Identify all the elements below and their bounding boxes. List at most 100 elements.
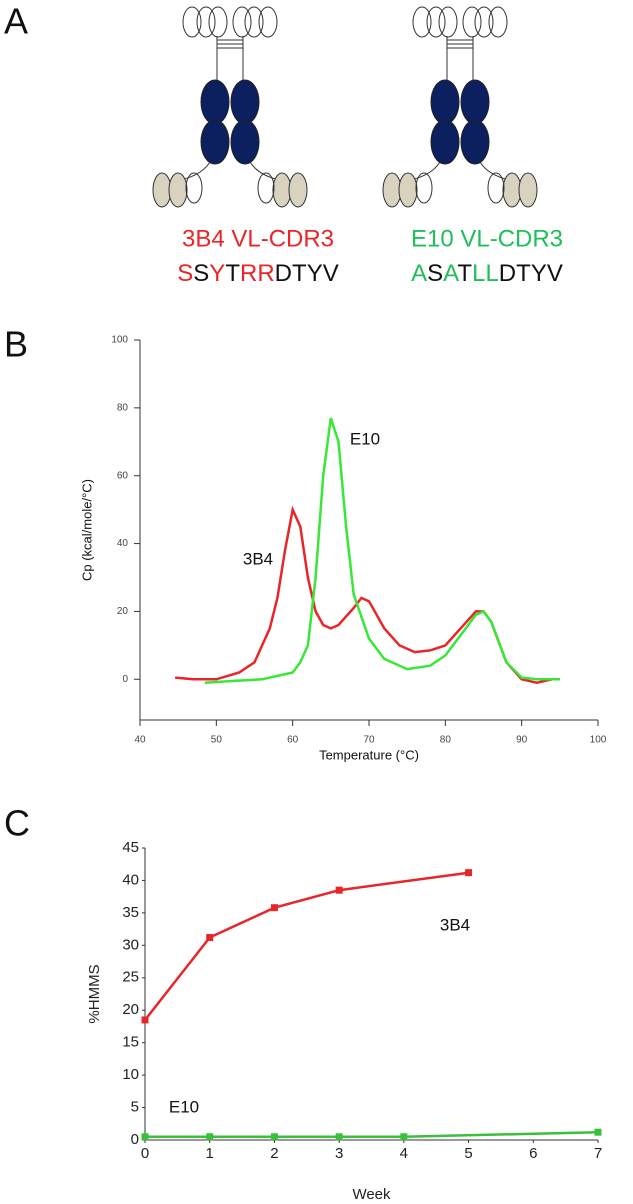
x-tick-label: 2 — [270, 1145, 278, 1162]
loop — [244, 6, 264, 38]
residue: A — [411, 260, 427, 287]
panel-label: C — [4, 803, 30, 844]
panel-label: B — [4, 324, 28, 365]
y-tick-label: 0 — [131, 1131, 139, 1148]
y-tick-label: 15 — [122, 1034, 139, 1051]
y-tick-label: 100 — [111, 335, 128, 346]
x-tick-label: 3 — [335, 1145, 343, 1162]
x-tick-label: 7 — [594, 1145, 602, 1162]
marker — [335, 886, 343, 894]
marker — [141, 1016, 149, 1024]
x-tick-label: 100 — [590, 735, 607, 746]
residue: Y — [307, 260, 323, 287]
residue: L — [485, 260, 498, 287]
x-tick-label: 40 — [134, 735, 146, 746]
residue: R — [257, 260, 274, 287]
y-tick-label: 20 — [122, 1001, 139, 1018]
loop — [185, 172, 203, 204]
x-tick-label: 6 — [529, 1145, 537, 1162]
x-tick-label: 60 — [287, 735, 299, 746]
residue: Y — [209, 260, 225, 287]
loop — [258, 6, 278, 38]
residue: S — [427, 260, 443, 287]
residue: T — [516, 260, 531, 287]
loop — [462, 6, 482, 38]
x-tick-label: 70 — [363, 735, 375, 746]
loop — [208, 6, 228, 38]
domain — [230, 79, 260, 125]
marker — [335, 1133, 343, 1141]
x-tick-label: 0 — [141, 1145, 149, 1162]
domain — [460, 119, 490, 165]
series-line — [144, 871, 469, 1021]
sequence: SSYTRRDTYV — [177, 260, 338, 287]
y-axis-label: %HMMS — [86, 964, 103, 1023]
y-tick-label: 30 — [122, 936, 139, 953]
series-label: 3B4 — [440, 915, 470, 934]
y-tick-label: 45 — [122, 839, 139, 856]
loop — [487, 172, 505, 204]
y-tick-label: 40 — [117, 538, 129, 549]
y-tick-label: 5 — [131, 1099, 139, 1116]
x-axis-label: Week — [352, 1186, 391, 1203]
marker — [141, 1133, 149, 1141]
marker — [270, 1133, 278, 1141]
x-tick-label: 80 — [440, 735, 452, 746]
marker — [400, 1133, 408, 1141]
marker — [594, 1128, 602, 1136]
y-tick-label: 20 — [117, 606, 129, 617]
x-axis-label: Temperature (°C) — [319, 747, 419, 762]
sequence: ASATLLDTYV — [411, 260, 563, 287]
light-domain — [168, 172, 188, 208]
residue: T — [292, 260, 307, 287]
series-line — [174, 505, 560, 684]
domain — [430, 79, 460, 125]
y-tick-label: 0 — [122, 674, 128, 685]
series-line — [204, 417, 560, 684]
residue: D — [275, 260, 292, 287]
residue: R — [240, 260, 257, 287]
construct-label: E10 VL-CDR3 — [411, 225, 563, 252]
loop — [488, 6, 508, 38]
loop — [438, 6, 458, 38]
residue: V — [323, 260, 339, 287]
y-tick-label: 40 — [122, 871, 139, 888]
x-tick-label: 5 — [464, 1145, 472, 1162]
panel-label: A — [4, 1, 28, 42]
loop — [415, 172, 433, 204]
x-tick-label: 90 — [516, 735, 528, 746]
x-tick-label: 50 — [211, 735, 223, 746]
marker — [206, 1133, 214, 1141]
loop — [412, 6, 432, 38]
light-domain — [518, 172, 538, 208]
x-tick-label: 4 — [400, 1145, 408, 1162]
y-tick-label: 10 — [122, 1066, 139, 1083]
domain — [200, 119, 230, 165]
residue: T — [225, 260, 240, 287]
residue: D — [499, 260, 516, 287]
residue: S — [177, 260, 193, 287]
light-domain — [398, 172, 418, 208]
residue: V — [547, 260, 563, 287]
domain — [200, 79, 230, 125]
residue: Y — [531, 260, 547, 287]
loop — [474, 6, 494, 38]
y-tick-label: 25 — [122, 969, 139, 986]
light-domain — [502, 172, 522, 208]
residue: L — [472, 260, 485, 287]
y-tick-label: 80 — [117, 402, 129, 413]
marker — [206, 934, 214, 942]
y-tick-label: 60 — [117, 470, 129, 481]
residue: S — [193, 260, 209, 287]
series-label: 3B4 — [243, 549, 273, 568]
marker — [465, 869, 473, 877]
loop — [232, 6, 252, 38]
marker — [270, 904, 278, 912]
antibody-diagrams — [152, 6, 538, 208]
residue: A — [443, 260, 459, 287]
light-domain — [288, 172, 308, 208]
construct-label: 3B4 VL-CDR3 — [182, 225, 334, 252]
domain — [430, 119, 460, 165]
domain — [460, 79, 490, 125]
